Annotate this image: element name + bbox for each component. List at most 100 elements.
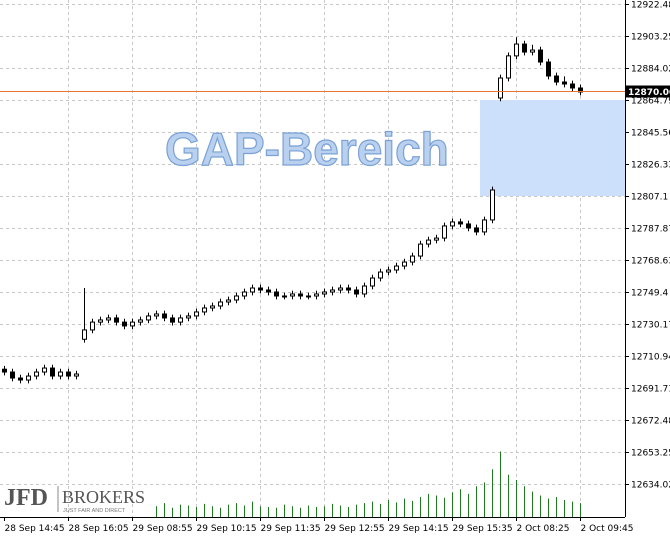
overlay: 12870.00 xyxy=(0,85,670,98)
brand-name: BROKERS xyxy=(62,487,145,507)
x-tick-label: 29 Sep 15:35 xyxy=(453,524,513,534)
candle-body xyxy=(26,375,31,381)
candle-body xyxy=(146,315,151,321)
x-tick-label: 29 Sep 10:15 xyxy=(197,524,257,534)
candle-body xyxy=(474,227,479,233)
candle-body xyxy=(506,55,511,79)
x-tick-label: 29 Sep 11:35 xyxy=(261,524,321,534)
candle-body xyxy=(250,287,255,293)
candle-body xyxy=(290,293,295,297)
candle-body xyxy=(418,243,423,257)
candle-body xyxy=(210,305,215,309)
slogan: JUST FAIR AND DIRECT xyxy=(63,508,126,514)
y-tick-label: 12653.25 xyxy=(631,449,670,459)
candle-body xyxy=(74,373,79,377)
candle-body xyxy=(114,317,119,323)
candle-body xyxy=(50,367,55,377)
candle-body xyxy=(546,61,551,77)
candle-body xyxy=(458,221,463,225)
candle-body xyxy=(266,289,271,293)
y-tick-label: 12768.63 xyxy=(631,257,670,267)
y-tick-label: 12826.33 xyxy=(631,161,670,171)
candle-body xyxy=(170,317,175,323)
candle-body xyxy=(562,81,567,85)
candle-body xyxy=(42,367,47,373)
candle-body xyxy=(2,368,7,373)
candle-body xyxy=(570,83,575,89)
candle-body xyxy=(18,377,23,381)
y-tick-label: 12710.94 xyxy=(631,353,670,363)
x-tick-label: 29 Sep 08:55 xyxy=(133,524,193,534)
watermark: JFD BROKERS JUST FAIR AND DIRECT xyxy=(4,485,145,514)
candle-body xyxy=(122,321,127,327)
candle-body xyxy=(490,189,495,221)
candle-body xyxy=(370,277,375,287)
candle-body xyxy=(82,329,87,340)
candle-body xyxy=(306,295,311,298)
candle-body xyxy=(58,371,63,377)
x-tick-label: 2 Oct 09:45 xyxy=(581,524,634,534)
candle-body xyxy=(242,291,247,297)
price-label-box xyxy=(626,85,670,98)
candle-body xyxy=(10,371,15,379)
x-axis-panel xyxy=(0,517,670,537)
candles-layer xyxy=(2,37,583,384)
candle-body xyxy=(66,371,71,377)
gap-zone-layer: GAP-Bereich xyxy=(164,99,625,196)
gap-zone-label: GAP-Bereich xyxy=(165,123,449,175)
y-tick-label: 12749.4 xyxy=(631,289,668,299)
candle-body xyxy=(274,291,279,297)
y-tick-label: 12634.02 xyxy=(631,481,670,491)
candle-body xyxy=(90,321,95,331)
candle-body xyxy=(402,261,407,267)
candle-body xyxy=(466,223,471,229)
candle-body xyxy=(394,265,399,271)
candle-body xyxy=(498,77,503,99)
y-tick-label: 12787.87 xyxy=(631,225,670,235)
candle-body xyxy=(522,43,527,53)
candle-body xyxy=(258,287,263,291)
x-tick-label: 29 Sep 14:15 xyxy=(389,524,449,534)
candle-body xyxy=(330,289,335,293)
price-label: 12870.00 xyxy=(628,88,670,98)
y-tick-label: 12730.17 xyxy=(631,321,670,331)
candle-body xyxy=(530,49,535,53)
candle-body xyxy=(202,307,207,313)
volume-layer xyxy=(156,451,581,517)
candle-body xyxy=(426,239,431,245)
x-tick-label: 28 Sep 16:05 xyxy=(69,524,129,534)
y-tick-label: 12807.1 xyxy=(631,193,668,203)
candle-body xyxy=(362,285,367,295)
candle-body xyxy=(298,293,303,297)
candle-body xyxy=(314,293,319,297)
y-tick-label: 12864.79 xyxy=(631,97,670,107)
candle-body xyxy=(346,287,351,291)
x-tick-label: 2 Oct 08:25 xyxy=(517,524,570,534)
candle-body xyxy=(218,301,223,307)
y-tick-label: 12845.56 xyxy=(631,129,670,139)
y-tick-label: 12922.48 xyxy=(631,1,670,11)
candle-body xyxy=(386,269,391,273)
candle-body xyxy=(130,321,135,327)
axes: 12922.48 12903.25 12884.02 12864.79 12845.56… xyxy=(4,1,670,534)
y-tick-label: 12884.02 xyxy=(631,65,670,75)
candle-body xyxy=(98,319,103,323)
candle-body xyxy=(434,237,439,241)
candle-body xyxy=(34,371,39,377)
candle-body xyxy=(282,295,287,298)
candle-body xyxy=(354,289,359,295)
candle-body xyxy=(106,317,111,321)
grid xyxy=(0,0,625,517)
x-tick-label: 28 Sep 14:45 xyxy=(5,524,65,534)
candle-body xyxy=(538,49,543,63)
candle-body xyxy=(442,225,447,239)
y-tick-label: 12691.71 xyxy=(631,385,670,395)
candle-body xyxy=(154,313,159,317)
candle-body xyxy=(514,43,519,57)
candle-body xyxy=(138,319,143,323)
x-tick-label: 29 Sep 12:55 xyxy=(325,524,385,534)
brand: JFD xyxy=(4,485,48,511)
